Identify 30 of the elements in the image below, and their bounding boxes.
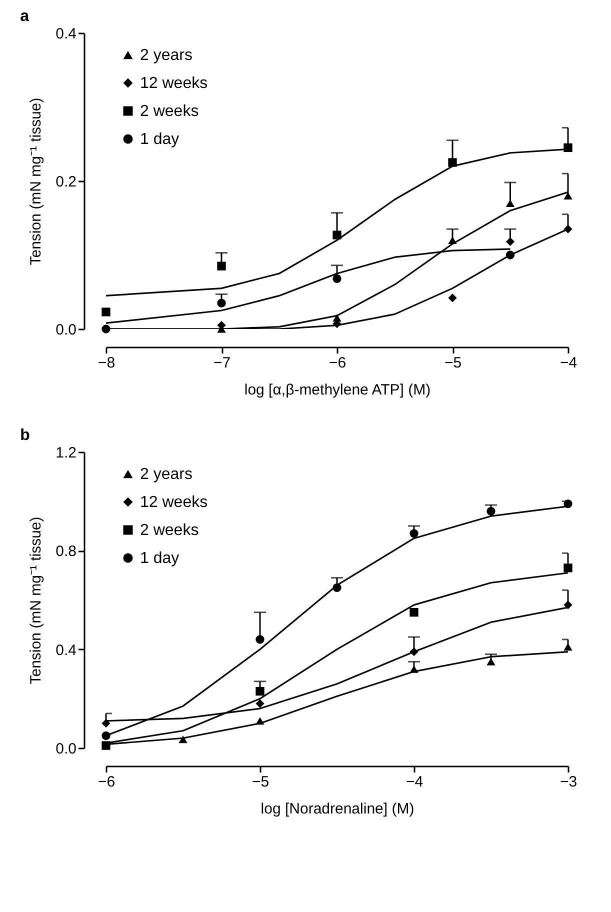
y-tick-label: 0.8 bbox=[56, 543, 76, 560]
y-axis-title: Tension (mN mg⁻¹ tissue) bbox=[28, 516, 45, 684]
y-tick-label: 1.2 bbox=[56, 444, 76, 462]
chart-title: a bbox=[20, 8, 30, 25]
legend-label: 1 day bbox=[140, 131, 180, 148]
x-tick-label: −5 bbox=[252, 774, 270, 790]
legend-label: 2 years bbox=[140, 47, 192, 64]
y-tick-label: 0.4 bbox=[56, 642, 76, 659]
x-tick-label: −8 bbox=[98, 354, 116, 372]
legend-label: 2 years bbox=[140, 466, 192, 483]
y-tick-label: 0.0 bbox=[56, 740, 76, 758]
y-tick-label: 0.0 bbox=[56, 322, 76, 338]
y-tick-label: 0.2 bbox=[56, 174, 76, 190]
legend-label: 2 weeks bbox=[140, 522, 199, 539]
x-tick-label: −3 bbox=[560, 774, 578, 790]
x-tick-label: −4 bbox=[406, 774, 424, 790]
x-tick-label: −6 bbox=[98, 774, 116, 790]
x-tick-label: −5 bbox=[444, 354, 462, 372]
legend-label: 12 weeks bbox=[140, 494, 208, 511]
y-axis-title: Tension (mN mg⁻¹ tissue) bbox=[28, 98, 45, 266]
legend-label: 2 weeks bbox=[140, 103, 199, 120]
x-axis-title: log [Noradrenaline] (M) bbox=[260, 800, 414, 818]
x-tick-label: −7 bbox=[213, 354, 231, 372]
x-axis-title: log [α,β-methylene ATP] (M) bbox=[244, 382, 431, 398]
x-tick-label: −4 bbox=[560, 354, 578, 372]
legend-label: 1 day bbox=[140, 550, 180, 567]
chart-title: b bbox=[20, 427, 30, 444]
y-tick-label: 0.4 bbox=[56, 26, 76, 42]
legend-label: 12 weeks bbox=[140, 75, 208, 92]
x-tick-label: −6 bbox=[328, 354, 346, 372]
